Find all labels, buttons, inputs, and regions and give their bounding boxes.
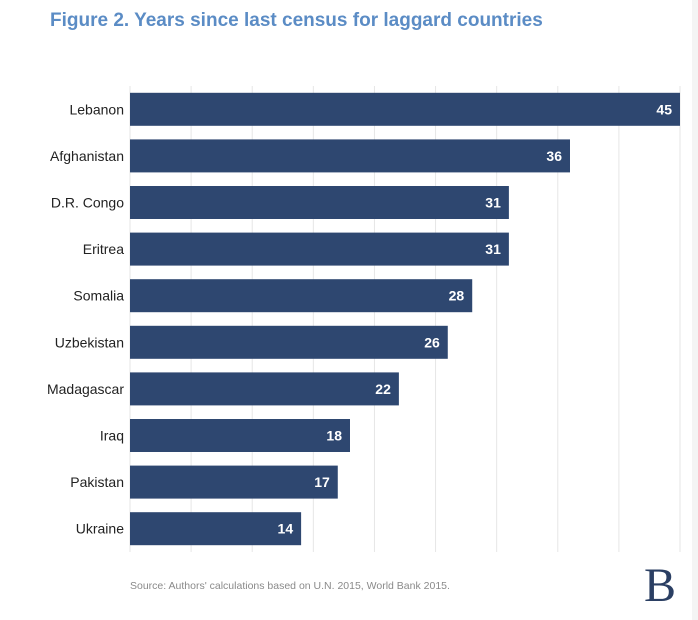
bar-afghanistan [130,139,570,173]
category-label: Uzbekistan [55,334,124,350]
bar-lebanon [130,92,680,126]
bar-pakistan [130,465,338,499]
data-label: 17 [314,474,330,490]
chart-title: Figure 2. Years since last census for la… [50,10,543,31]
brookings-logo: B [644,559,677,612]
bar-chart: Lebanon 45 Afghanistan 36 D.R. Congo 31 Eritre… [47,86,681,552]
bar-uzbekistan [130,325,448,359]
page-edge [692,0,698,620]
category-label: Afghanistan [50,148,124,164]
bar-iraq [130,419,350,452]
bar-madagascar [130,372,399,406]
data-label: 36 [546,148,562,164]
category-label: Eritrea [83,241,124,257]
data-label: 22 [375,381,391,397]
category-label: Madagascar [47,381,124,397]
category-label: Iraq [100,428,124,444]
data-label: 26 [424,334,440,350]
category-label: Ukraine [76,521,124,537]
data-label: 18 [326,428,342,444]
category-label: Somalia [73,288,124,304]
data-label: 31 [485,195,501,211]
category-label: Lebanon [69,101,124,117]
bar-eritrea [130,232,509,266]
bar-somalia [130,279,473,313]
bar-d-r-congo [130,186,509,219]
data-label: 14 [278,521,294,537]
data-label: 31 [485,241,501,257]
data-label: 45 [656,101,672,117]
category-label: Pakistan [70,474,124,490]
data-label: 28 [449,288,465,304]
source-note: Source: Authors' calculations based on U… [130,580,450,592]
category-label: D.R. Congo [51,195,124,211]
bar-ukraine [130,512,302,546]
